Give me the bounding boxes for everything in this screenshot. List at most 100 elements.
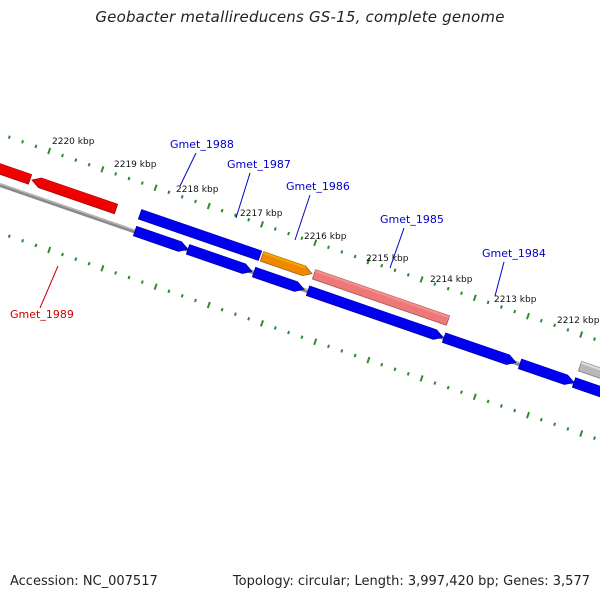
feature-gmet-1986a-sheen: [135, 226, 182, 245]
scale-tick-label: 2217 kbp: [240, 209, 283, 219]
scale-tick-label: 2219 kbp: [114, 160, 157, 170]
inner-scale-dot: [513, 408, 517, 413]
inner-scale-dot: [100, 264, 105, 272]
feature-gmet-1989-body[interactable]: [31, 177, 119, 215]
inner-scale-dot: [553, 422, 557, 427]
inner-scale-dot: [593, 436, 596, 440]
outer-scale-dot: [100, 165, 105, 173]
inner-scale-dot: [260, 320, 264, 327]
outer-scale-ring: [7, 135, 596, 341]
gene-label[interactable]: Gmet_1984: [482, 247, 546, 260]
outer-scale-dot: [180, 195, 184, 199]
scale-ticks: 2220 kbp 2219 kbp 2218 kbp 2217 kbp 2216 kbp…: [52, 137, 600, 326]
topology-summary-text: Topology: circular; Length: 3,997,420 bp…: [232, 574, 590, 589]
outer-scale-dot: [233, 213, 237, 218]
feature-gmet-1987[interactable]: [259, 251, 313, 277]
feature-gmet-1987-body[interactable]: [259, 251, 313, 277]
inner-scale-dot: [300, 335, 304, 339]
outer-scale-dot: [313, 239, 318, 247]
inner-scale-dot: [34, 243, 38, 248]
outer-scale-dot: [406, 273, 410, 277]
feature-gmet-1986c-body[interactable]: [251, 266, 305, 292]
gene-label-group[interactable]: Gmet_1984: [482, 247, 546, 297]
gene-leader-line: [39, 265, 59, 309]
outer-scale-dot: [553, 323, 557, 328]
gene-label-group[interactable]: Gmet_1987: [227, 158, 291, 219]
outer-scale-dot: [380, 263, 384, 268]
inner-scale-dot: [526, 411, 530, 419]
gene-label[interactable]: Gmet_1988: [170, 138, 234, 151]
inner-scale-dot: [366, 356, 371, 364]
feature-cds-inner-2[interactable]: [517, 358, 575, 385]
feature-gmet-1986b-sheen: [188, 244, 246, 267]
outer-scale-dot: [194, 199, 197, 204]
feature-gmet-1988-sheen: [140, 209, 262, 254]
feature-cds-inner-3[interactable]: [571, 377, 600, 400]
outer-scale-dot: [287, 231, 291, 236]
feature-gmet-1986c-sheen: [254, 267, 298, 285]
feature-gmet-1986b[interactable]: [185, 244, 253, 274]
feature-cds-inner-1[interactable]: [305, 285, 444, 340]
gene-leader-line: [179, 152, 197, 187]
feature-cds-inner-1-sheen: [308, 286, 437, 333]
inner-scale-dot: [47, 246, 52, 254]
outer-scale-dot: [140, 181, 144, 185]
inner-scale-dot: [419, 375, 424, 382]
outer-scale-dot: [499, 305, 503, 309]
inner-scale-dot: [380, 362, 384, 367]
feature-gmet-1986b-body[interactable]: [185, 244, 253, 274]
gene-labels[interactable]: Gmet_1989 Gmet_1988 Gmet_1987 Gmet_1986 Gmet…: [10, 138, 546, 321]
inner-scale-dot: [74, 257, 78, 261]
outer-scale-dot: [353, 254, 357, 259]
scale-tick-label: 2220 kbp: [52, 137, 95, 147]
outer-scale-dot: [526, 312, 530, 320]
outer-scale-dot: [74, 158, 78, 162]
outer-scale-dot: [593, 337, 596, 341]
outer-scale-dot: [566, 328, 570, 332]
inner-scale-ring: [7, 234, 596, 440]
scale-tick-label: 2216 kbp: [304, 232, 347, 242]
gene-label-group[interactable]: Gmet_1986: [286, 180, 350, 241]
feature-grey[interactable]: [577, 360, 600, 381]
feature-track[interactable]: [0, 163, 600, 400]
gene-label[interactable]: Gmet_1986: [286, 180, 350, 193]
feature-gmet-1985-body[interactable]: [311, 269, 451, 326]
feature-gmet-1986a[interactable]: [132, 225, 189, 252]
gene-label-group[interactable]: Gmet_1988: [170, 138, 234, 187]
gene-leader-line: [389, 227, 405, 269]
inner-scale-dot: [247, 316, 251, 321]
inner-scale-dot: [446, 385, 450, 390]
scale-tick-label: 2215 kbp: [366, 254, 409, 264]
gene-leader-line: [235, 172, 251, 219]
inner-scale-dot: [393, 367, 397, 372]
inner-scale-dot: [486, 399, 490, 404]
feature-grey-body[interactable]: [577, 360, 600, 381]
feature-gmet-1989[interactable]: [31, 177, 119, 215]
feature-gmet-1984[interactable]: [441, 332, 517, 365]
feature-cds-inner-3-body[interactable]: [571, 377, 600, 400]
inner-scale-dot: [472, 393, 477, 401]
gene-label[interactable]: Gmet_1985: [380, 213, 444, 226]
gene-label-group[interactable]: Gmet_1985: [380, 213, 444, 269]
inner-scale-dot: [180, 294, 184, 298]
scale-tick-label: 2214 kbp: [430, 275, 473, 285]
outer-scale-dot: [340, 250, 344, 254]
feature-gmet-1985[interactable]: [311, 269, 451, 326]
feature-gmet-1987-sheen: [262, 251, 306, 269]
scale-tick-label: 2218 kbp: [176, 185, 219, 195]
inner-scale-dot: [140, 280, 144, 284]
gene-label[interactable]: Gmet_1987: [227, 158, 291, 171]
gene-label-group[interactable]: Gmet_1989: [10, 265, 74, 321]
gene-label[interactable]: Gmet_1989: [10, 308, 74, 321]
feature-gmet-1989-sheen: [40, 178, 118, 207]
outer-scale-dot: [579, 331, 584, 338]
inner-scale-dot: [153, 283, 158, 291]
feature-gmet-1986c[interactable]: [251, 266, 305, 292]
feature-cds-inner-2-sheen: [520, 359, 568, 378]
feature-gmet-1990[interactable]: [0, 163, 33, 185]
outer-scale-dot: [300, 236, 304, 240]
inner-scale-dot: [194, 298, 197, 303]
inner-scale-dot: [273, 326, 277, 330]
feature-gmet-1988[interactable]: [137, 209, 263, 261]
